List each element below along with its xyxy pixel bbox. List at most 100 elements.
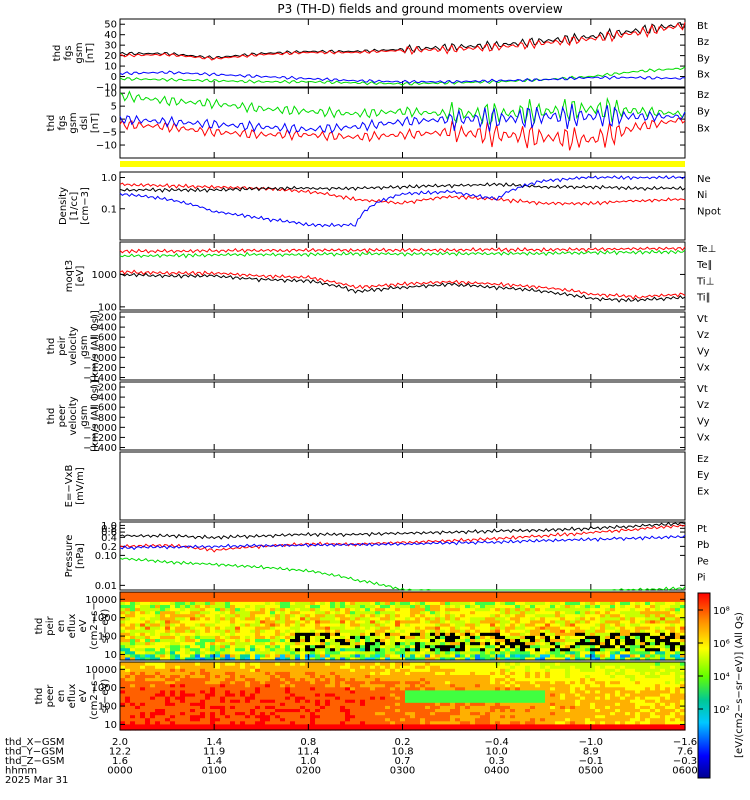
spectrogram-cell [590,619,596,624]
spectrogram-cell [410,662,416,666]
spectrogram-cell [210,598,216,602]
spectrogram-cell [605,616,611,621]
spectrogram-cell [450,619,456,624]
spectrogram-cell [410,696,416,700]
spectrogram-cell [165,619,171,624]
spectrogram-cell [310,641,316,646]
spectrogram-cell [285,598,291,602]
spectrogram-cell [315,665,321,669]
spectrogram-cell [485,616,491,621]
spectrogram-cell [520,613,526,618]
spectrogram-cell [455,683,461,688]
spectrogram-cell [185,622,191,627]
spectrogram-cell [655,601,661,605]
spectrogram-cell [340,708,346,713]
spectrogram-cell [260,662,266,666]
spectrogram-cell [505,723,511,728]
spectrogram-cell [575,708,581,713]
spectrogram-cell [280,708,286,713]
spectrogram-cell [280,653,286,658]
legend-entry: Bt [697,21,708,32]
spectrogram-cell [585,699,591,703]
spectrogram-cell [565,644,571,649]
spectrogram-cell [290,696,296,700]
spectrogram-cell [585,632,591,636]
spectrogram-cell [255,696,261,700]
spectrogram-cell [660,607,666,612]
spectrogram-cell [460,683,466,688]
spectrogram-cell [270,717,276,722]
spectrogram-cell [165,632,171,636]
spectrogram-cell [665,638,671,643]
spectrogram-cell [595,647,601,652]
spectrogram-cell [570,619,576,624]
spectrogram-cell [260,638,266,643]
spectrogram-cell [640,616,646,621]
spectrogram-cell [500,613,506,618]
spectrogram-cell [415,598,421,602]
spectrogram-cell [140,622,146,627]
spectrogram-cell [435,647,441,652]
y-label-line: fgs [63,45,74,60]
spectrogram-cell [500,702,506,706]
spectrogram-cell [350,613,356,618]
spectrogram-cell [655,638,661,643]
spectrogram-cell [305,635,311,639]
spectrogram-cell [555,692,561,697]
spectrogram-cell [550,689,556,694]
spectrogram-cell [225,619,231,624]
spectrogram-cell [390,647,396,652]
spectrogram-cell [355,601,361,605]
spectrogram-cell [390,705,396,709]
spectrogram-cell [285,595,291,599]
spectrogram-cell [300,696,306,700]
spectrogram-cell [275,613,281,618]
spectrogram-cell [360,680,366,685]
spectrogram-cell [265,708,271,713]
spectrogram-cell [445,705,451,709]
spectrogram-cell [160,613,166,618]
spectrogram-cell [375,607,381,612]
spectrogram-cell [470,680,476,685]
spectrogram-cell [490,689,496,694]
spectrogram-cell [225,668,231,672]
spectrogram-cell [490,616,496,621]
spectrogram-cell [190,598,196,602]
spectrogram-cell [195,644,201,649]
spectrogram-cell [195,619,201,624]
spectrogram-cell [485,665,491,669]
spectrogram-cell [200,622,206,627]
spectrogram-cell [465,656,471,661]
spectrogram-cell [315,717,321,722]
spectrogram-cell [135,604,141,609]
spectrogram-cell [390,708,396,713]
spectrogram-cell [235,613,241,618]
spectrogram-cell [400,714,406,719]
spectrogram-cell [630,650,636,655]
spectrogram-cell [600,686,606,691]
spectrogram-cell [385,644,391,649]
spectrogram-cell [430,635,436,639]
spectrogram-cell [130,696,136,700]
spectrogram-cell [180,632,186,636]
spectrogram-cell [470,647,476,652]
spectrogram-cell [425,619,431,624]
spectrogram-cell [455,626,461,630]
spectrogram-cell [200,699,206,703]
spectrogram-cell [575,677,581,682]
spectrogram-cell [515,613,521,618]
spectrogram-cell [375,638,381,643]
spectrogram-cell [175,668,181,672]
spectrogram-cell [535,647,541,652]
spectrogram-cell [680,598,686,602]
spectrogram-cell [170,641,176,646]
spectrogram-cell [365,702,371,706]
spectrogram-cell [640,604,646,609]
spectrogram-cell [555,683,561,688]
spectrogram-cell [250,671,256,675]
spectrogram-cell [255,662,261,666]
spectrogram-cell [230,671,236,675]
spectrogram-cell [535,592,541,596]
spectrogram-cell [615,619,621,624]
